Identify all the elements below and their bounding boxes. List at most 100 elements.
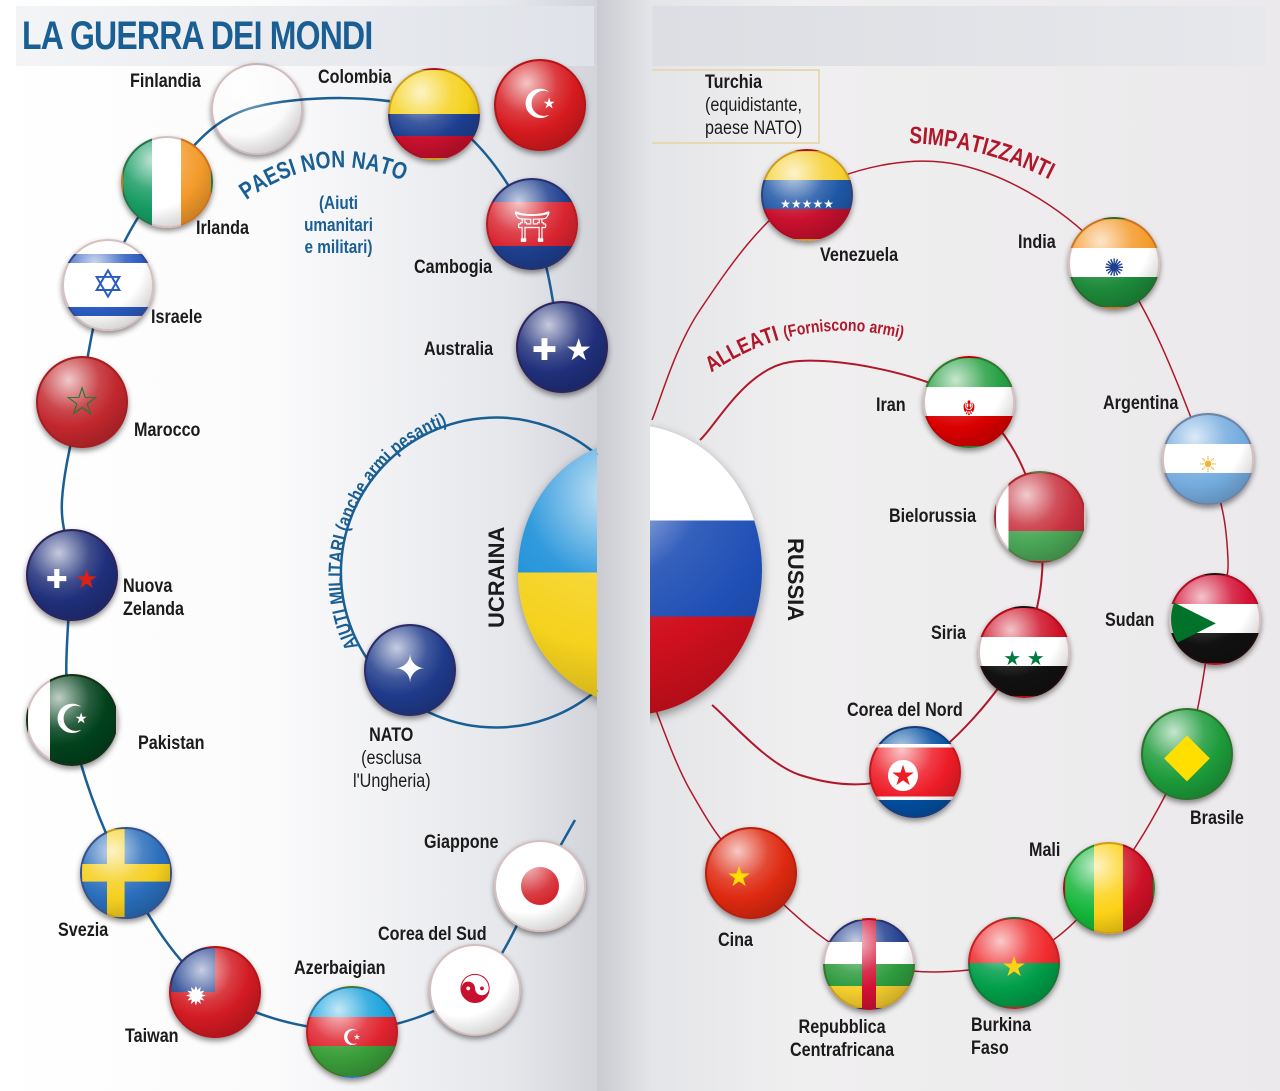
country-label: Svezia [58, 920, 109, 941]
alleati-subtitle-char: n [848, 317, 857, 336]
flag-ma: ☆ [36, 356, 128, 448]
flag-se [80, 827, 172, 919]
flag-emblem-icon: ☯ [457, 968, 493, 1012]
country-label: Venezuela [820, 245, 899, 266]
nato-label: NATO (esclusa l'Ungheria) [353, 725, 431, 792]
country-label: Repubblica Centrafricana [790, 1017, 895, 1061]
flag-kr: ☯ [429, 944, 521, 1036]
flag-emblem-icon: ☬ [961, 398, 977, 420]
country-label: Corea del Nord [847, 700, 963, 721]
paesi-non-nato-label-char: A [364, 148, 384, 178]
flag-emblem-icon: ✚ ★ [45, 564, 99, 594]
aiuti-militari-label-char: T [324, 562, 346, 573]
flag-cn: ★ [705, 827, 797, 919]
flag-nz: ✚ ★ [26, 529, 118, 621]
ucraina-label: UCRAINA [484, 526, 509, 628]
flag-tw: ✹ [169, 946, 261, 1038]
alleati-subtitle-char: m [881, 320, 897, 341]
ring-aiuti-militari [339, 416, 598, 729]
aiuti-militari-label-char: M [325, 590, 348, 606]
flag-emblem-icon: ✡ [91, 263, 125, 307]
country-label: Bielorussia [889, 506, 977, 527]
alleati-subtitle-char: s [823, 317, 832, 336]
alleati-subtitle-char: o [795, 320, 807, 340]
country-label: Siria [931, 623, 967, 644]
alleati-subtitle-char: a [868, 318, 878, 337]
flag-kh: ⛩ [486, 178, 578, 270]
flag-emblem-icon: ★★★★★ [780, 197, 834, 211]
country-label: Pakistan [138, 733, 205, 754]
alleati-label-char: I [769, 322, 781, 346]
aiuti-militari-label-char: I [328, 607, 350, 616]
flag-emblem-icon: ★ [1001, 951, 1027, 982]
alleati-subtitle-char: ) [897, 323, 906, 342]
aiuti-militari-label-char: I [328, 532, 350, 541]
country-label: Cambogia [414, 257, 493, 278]
flag-emblem-icon: ☆ [64, 380, 100, 424]
flag-ar: ☀ [1162, 413, 1254, 505]
alleati-subtitle-char: n [810, 318, 821, 337]
country-label: Corea del Sud [378, 924, 487, 945]
flag-sy: ★ ★ [978, 606, 1070, 698]
flag-fi [211, 63, 303, 155]
flag-ir: ☬ [923, 356, 1015, 448]
flag-bf: ★ [968, 917, 1060, 1009]
country-label: Mali [1029, 840, 1061, 861]
paesi-non-nato-label-char: N [331, 145, 345, 173]
aiuti-militari-label-char: I [324, 572, 346, 576]
alleati-subtitle-char: o [839, 316, 848, 335]
paesi-non-nato-label-char: N [350, 146, 367, 175]
nato-compass-icon: ✦ [394, 649, 426, 691]
simpatizzanti-label-char: M [927, 122, 946, 151]
flag-au: ✚ ★ [516, 301, 608, 393]
ukraine-clip [0, 0, 597, 1091]
alleati-subtitle-char: o [856, 317, 866, 336]
alleati-subtitle-char: i [893, 323, 901, 342]
flag-emblem-icon: ☪ [54, 698, 90, 742]
turchia-label: Turchia (equidistante, paese NATO) [705, 72, 803, 139]
country-label: Nuova Zelanda [123, 576, 185, 620]
country-label: Irlanda [196, 218, 249, 239]
country-label: Marocco [134, 420, 201, 441]
country-label: Giappone [424, 832, 499, 853]
alleati-subtitle-char: c [831, 316, 840, 335]
flag-kp: ★ [869, 726, 961, 818]
flag-emblem-icon: ☪ [342, 1025, 362, 1050]
russia-flag-sphere [650, 425, 762, 715]
country-label: Argentina [1103, 393, 1179, 414]
paesi-non-nato-label-char: N [298, 148, 317, 178]
flag-sd: ▶ [1169, 573, 1261, 665]
country-label: Iran [876, 395, 906, 416]
ukraine-flag-sphere [518, 440, 597, 705]
flag-emblem-icon: ★ ★ [1003, 648, 1045, 670]
flag-emblem-icon: ✺ [1103, 255, 1125, 282]
alleati-subtitle-char: ( [781, 323, 791, 342]
flag-jp [494, 840, 586, 932]
country-label: Burkina Faso [971, 1015, 1032, 1059]
title-bar [16, 6, 594, 66]
country-label: Finlandia [130, 71, 201, 92]
country-label: Brasile [1190, 808, 1244, 829]
flag-emblem-icon: ◆ [1163, 720, 1211, 787]
simpatizzanti-label-char: I [921, 122, 929, 150]
nato-flag: ✦ [364, 624, 456, 716]
aiuti-militari-label-char: ( [331, 522, 353, 533]
flag-cf [823, 918, 915, 1010]
russia-label: RUSSIA [783, 538, 808, 622]
page-title: LA GUERRA DEI MONDI [22, 14, 373, 58]
crescent-star-icon: ☪ [522, 83, 558, 127]
country-label: Taiwan [125, 1026, 179, 1047]
flag-emblem-icon: ⛩ [512, 211, 552, 244]
country-label: Sudan [1105, 610, 1155, 631]
turchia-box [652, 69, 820, 144]
flag-emblem-icon: ★ [726, 861, 752, 892]
alleati-subtitle-char: r [876, 319, 884, 338]
country-label: India [1018, 232, 1056, 253]
title-bar-right [652, 6, 1266, 66]
aiuti-militari-label-char: R [326, 537, 350, 552]
paesi-non-nato-subtitle: (Aiuti umanitari e militari) [304, 193, 373, 257]
country-label: Cina [718, 930, 754, 951]
